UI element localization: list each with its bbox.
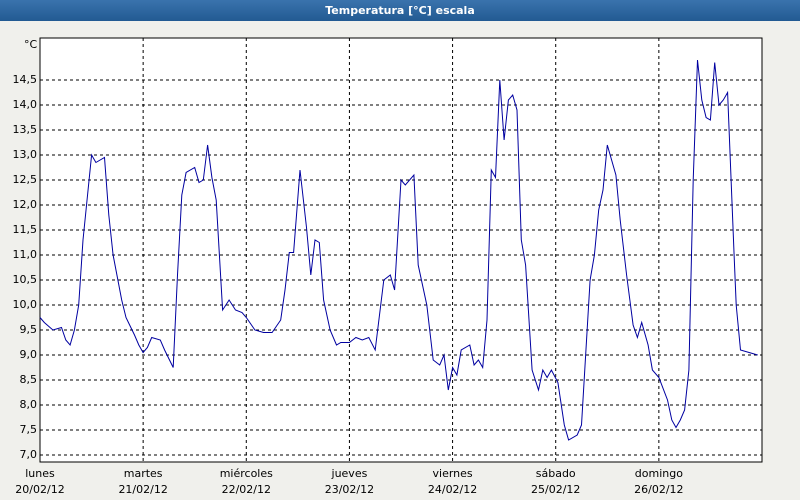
plot-area [39, 37, 763, 463]
y-tick-label: 9,0 [20, 348, 38, 361]
x-tick-date: 22/02/12 [222, 483, 271, 496]
y-tick-label: 13,5 [13, 123, 38, 136]
y-tick-label: 13,0 [13, 148, 38, 161]
x-tick-date: 20/02/12 [15, 483, 64, 496]
title-bar: Temperatura [°C] escala [0, 0, 800, 21]
x-tick-date: 25/02/12 [531, 483, 580, 496]
y-unit: °C [24, 38, 38, 51]
y-tick-label: 12,0 [13, 198, 38, 211]
y-tick-label: 10,5 [13, 273, 38, 286]
y-tick-label: 8,5 [20, 373, 38, 386]
chart: °C 7,0 7,5 8,0 8,5 9,0 9,5 10,0 10,5 11,0 11,5 12,… [13, 37, 763, 496]
y-tick-label: 11,5 [13, 223, 38, 236]
y-tick-label: 11,0 [13, 248, 38, 261]
x-tick-label: sábado [536, 467, 576, 480]
y-tick-label: 7,5 [20, 423, 38, 436]
x-tick-label: jueves [331, 467, 368, 480]
x-tick-date: 21/02/12 [118, 483, 167, 496]
x-tick-date: 26/02/12 [634, 483, 683, 496]
temperature-line [39, 59, 758, 441]
y-tick-label: 14,5 [13, 73, 38, 86]
x-tick-label: domingo [635, 467, 683, 480]
x-tick-label: martes [124, 467, 163, 480]
x-tick-date: 24/02/12 [428, 483, 477, 496]
y-tick-label: 12,5 [13, 173, 38, 186]
y-tick-label: 10,0 [13, 298, 38, 311]
y-tick-label: 14,0 [13, 98, 38, 111]
x-tick-date: 23/02/12 [325, 483, 374, 496]
x-tick-label: lunes [25, 467, 55, 480]
y-tick-label: 9,5 [20, 323, 38, 336]
y-tick-label: 8,0 [20, 398, 38, 411]
x-tick-label: miércoles [220, 467, 273, 480]
y-tick-label: 7,0 [20, 448, 38, 461]
x-tick-label: viernes [433, 467, 473, 480]
